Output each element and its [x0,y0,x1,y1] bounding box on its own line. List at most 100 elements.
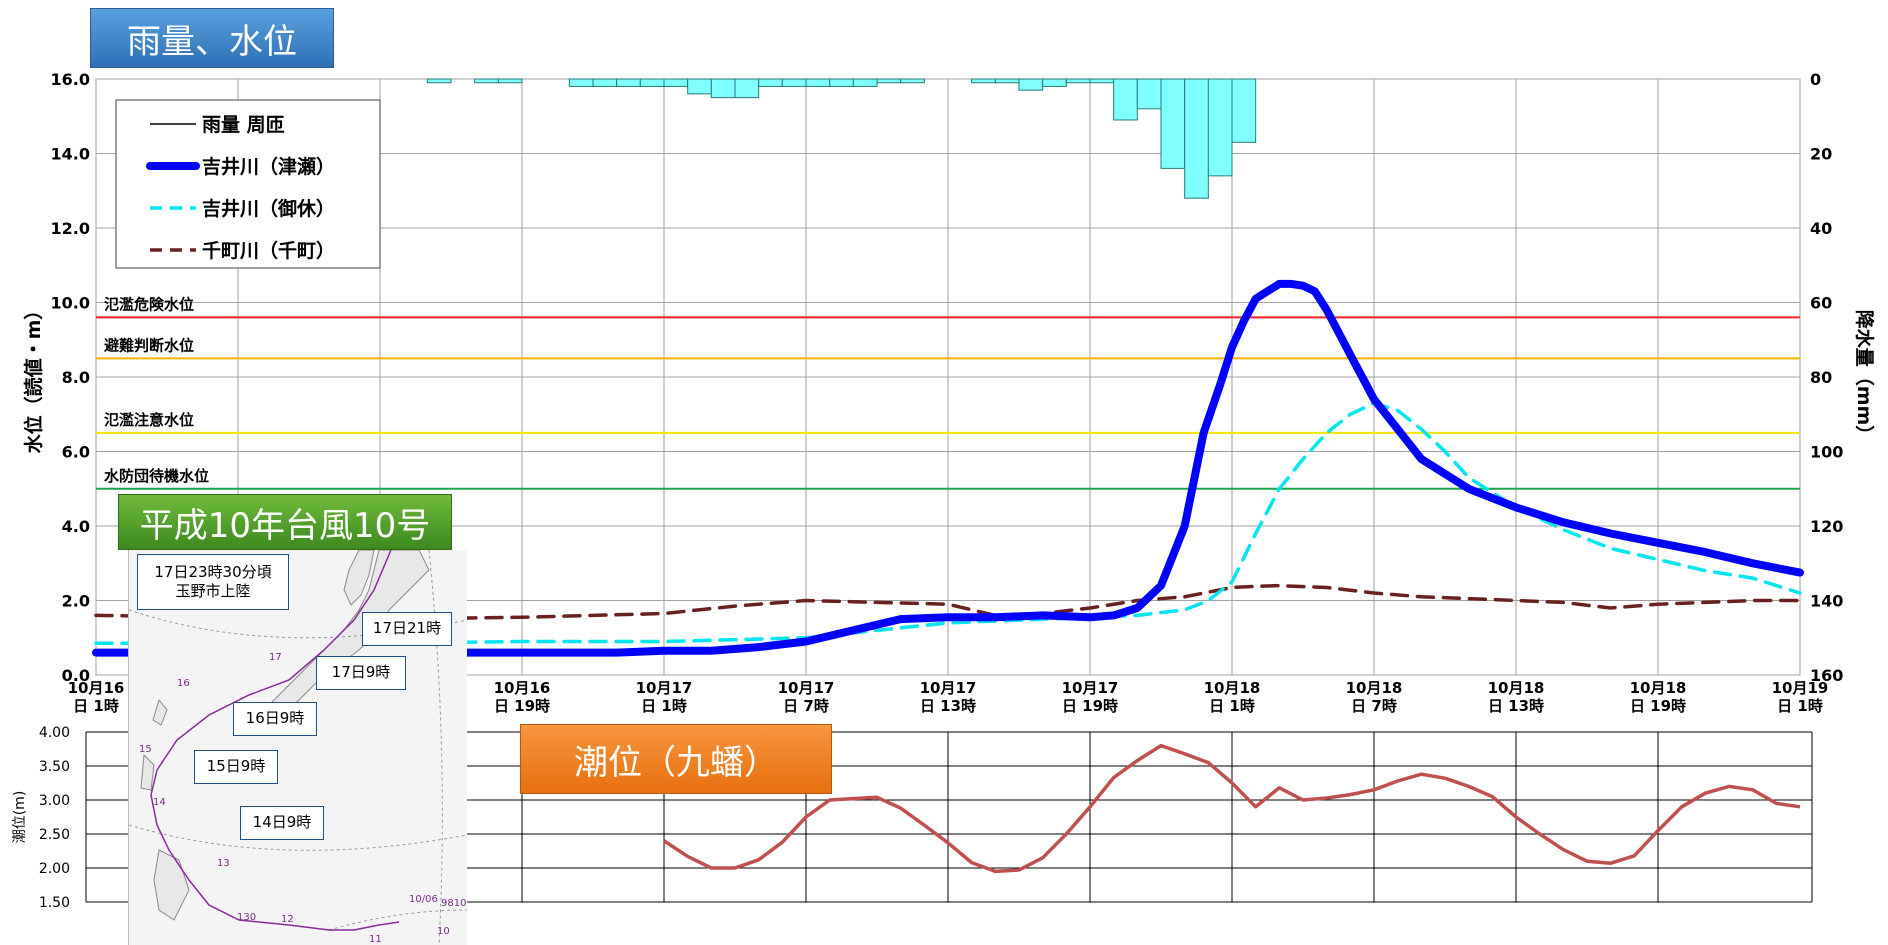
x-tick-label: 日 13時 [920,697,976,715]
x-tick-label: 日 1時 [641,697,687,715]
grid-meridian [428,550,443,945]
rain-bar [971,78,996,84]
rain-bar [805,78,831,87]
rain-bar [687,78,712,95]
y2-axis-title: 降水量（mm） [1853,310,1876,445]
rain-bar [710,78,736,99]
rain-bar [734,78,760,99]
land-mass-korea [343,550,375,606]
series-line [94,401,1802,646]
map-day-number: 17 [269,652,282,663]
tide-series-line [663,743,1801,874]
map-day-number: 11 [369,934,382,945]
x-tick-label: 日 19時 [1062,697,1118,715]
x-tick-label: 日 7時 [1351,697,1397,715]
rain-bar [639,78,665,87]
rain-bar [1207,78,1233,177]
y-tick-label: 12.0 [51,219,90,238]
rain-bar [497,78,523,84]
y-tick-label: 2.0 [62,592,90,611]
rain-bar [852,78,878,87]
callout-16d9h: 16日9時 [233,702,317,736]
tide-banner: 潮位（九蟠） [520,724,832,794]
map-day-number: 14 [153,797,166,808]
rain-bar [1136,78,1162,110]
y2-tick-label: 160 [1810,666,1843,685]
x-tick-label: 10月17 [920,679,977,697]
tide-y-tick-label: 3.00 [39,793,70,809]
x-tick-label: 10月17 [1062,679,1119,697]
typhoon-track-map: 17 16 15 14 13 12 11 10 10/06 9810 130 [128,550,467,945]
grid-arc-1 [129,609,467,639]
x-tick-label: 日 1時 [1209,697,1255,715]
tide-y-tick-label: 4.00 [39,725,70,741]
callout-15d9h: 15日9時 [194,750,278,784]
map-date-mark: 10/06 [409,894,438,905]
y2-tick-label: 20 [1810,145,1832,164]
y-tick-label: 16.0 [51,70,90,89]
tide-y-tick-label: 2.00 [39,861,70,877]
x-tick-label: 日 19時 [494,697,550,715]
rain-bar [663,78,689,87]
tide-y-tick-label: 1.50 [39,895,70,911]
x-tick-label: 日 1時 [73,697,119,715]
y-axis-title: 水位（読値・m） [22,301,45,454]
rain-bar [876,78,902,84]
x-tick-label: 10月19 [1772,679,1829,697]
y-tick-label: 4.0 [62,517,90,536]
rain-bar [1231,78,1257,143]
rain-bar [994,78,1020,84]
x-tick-label: 日 19時 [1630,697,1686,715]
y-tick-label: 8.0 [62,368,90,387]
x-tick-label: 10月18 [1488,679,1545,697]
x-tick-label: 10月18 [1630,679,1687,697]
reference-line-label: 氾濫注意水位 [104,411,194,429]
x-tick-label: 10月18 [1346,679,1403,697]
x-tick-label: 日 7時 [783,697,829,715]
rain-bar [1184,78,1209,199]
callout-17d21h: 17日21時 [362,612,452,646]
typhoon-track [150,550,400,931]
island-taiwan [140,753,155,791]
y-tick-label: 0.0 [62,666,90,685]
rain-bar [592,78,618,87]
y2-tick-label: 140 [1810,592,1843,611]
map-day-number: 13 [217,858,230,869]
y2-tick-label: 80 [1810,368,1832,387]
rain-bar [829,78,854,87]
x-tick-label: 日 1時 [1777,697,1823,715]
map-day-number: 16 [177,678,190,689]
callout-17d9h: 17日9時 [316,656,406,690]
rain-bar [1160,78,1186,169]
series-line [92,279,1804,657]
tide-y-tick-label: 2.50 [39,827,70,843]
y-tick-label: 14.0 [51,145,90,164]
x-tick-label: 10月17 [778,679,835,697]
rain-bar [1018,78,1044,91]
series-line [94,583,1802,621]
y2-tick-label: 120 [1810,517,1843,536]
tide-y-tick-label: 3.50 [39,759,70,775]
x-tick-label: 10月17 [636,679,693,697]
map-date-mark: 9810 [441,898,466,909]
legend-label: 吉井川（津瀬） [202,155,335,178]
x-tick-label: 10月16 [68,679,125,697]
reference-line-label: 氾濫危険水位 [104,295,194,313]
rain-bar [1042,78,1067,87]
rain-bar [1089,78,1115,84]
legend-label: 吉井川（御休） [202,197,335,220]
callout-landfall: 17日23時30分頃 玉野市上陸 [137,554,289,610]
map-day-number: 15 [139,744,152,755]
x-tick-label: 10月16 [494,679,551,697]
x-tick-label: 10月18 [1204,679,1261,697]
rain-bar [1113,78,1138,121]
rain-bar [616,78,641,87]
map-day-number: 12 [281,914,294,925]
y-tick-label: 6.0 [62,443,90,462]
rain-bar [474,78,499,84]
x-tick-label: 日 13時 [1488,697,1544,715]
reference-line-label: 避難判断水位 [104,336,194,354]
legend-box [115,99,381,269]
y2-tick-label: 100 [1810,443,1843,462]
